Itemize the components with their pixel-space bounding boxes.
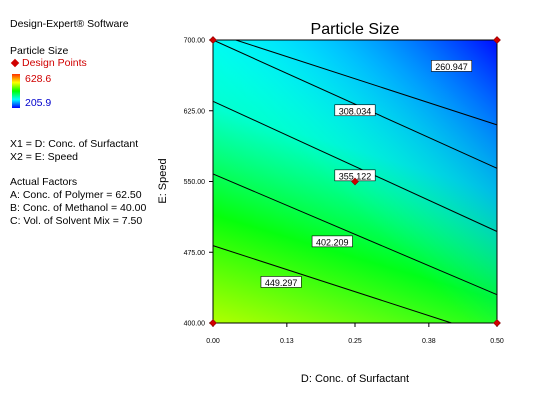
contour-label-4: 402.209 bbox=[316, 237, 349, 247]
contour-line-3 bbox=[212, 100, 498, 232]
design-point-5 bbox=[351, 177, 359, 186]
contour-label-1: 260.947 bbox=[435, 62, 468, 72]
contour-label-3: 355.122 bbox=[339, 171, 372, 181]
actual-factor-b: B: Conc. of Methanol = 40.00 bbox=[10, 202, 147, 214]
actual-factors-heading: Actual Factors bbox=[10, 176, 78, 188]
chart-title: Particle Size bbox=[311, 21, 400, 38]
design-point-1 bbox=[209, 319, 217, 327]
contour-lines bbox=[212, 39, 498, 324]
legend-min-value: 205.9 bbox=[25, 97, 52, 109]
contour-line-5 bbox=[212, 245, 452, 324]
factor-x2: X2 = E: Speed bbox=[10, 151, 79, 163]
design-point-3 bbox=[493, 319, 501, 327]
contour-label-2: 308.034 bbox=[339, 106, 372, 116]
color-scale-bar bbox=[12, 74, 20, 108]
contour-label-box-5 bbox=[260, 276, 302, 288]
x-tick-label: 0.00 bbox=[206, 338, 220, 345]
x-axis-label: D: Conc. of Surfactant bbox=[301, 373, 409, 385]
legend-response-title: Particle Size bbox=[10, 45, 69, 57]
contour-label-box-1 bbox=[431, 60, 473, 72]
design-points-label: Design Points bbox=[22, 57, 87, 69]
x-tick-label: 0.38 bbox=[422, 338, 436, 345]
y-tick-label: 625.00 bbox=[184, 108, 206, 115]
actual-factor-c: C: Vol. of Solvent Mix = 7.50 bbox=[10, 215, 143, 227]
contour-labels: 260.947 308.034 355.122 402.209 449.297 bbox=[260, 60, 473, 288]
contour-line-2 bbox=[212, 39, 498, 169]
x-tick-label: 0.50 bbox=[490, 338, 504, 345]
factor-x1: X1 = D: Conc. of Surfactant bbox=[10, 138, 139, 150]
design-point-2 bbox=[209, 36, 217, 44]
design-point-4 bbox=[493, 36, 501, 44]
design-points-legend: Design Points bbox=[10, 57, 87, 69]
contour-label-box-4 bbox=[311, 235, 353, 248]
contour-label-5: 449.297 bbox=[265, 278, 298, 288]
x-tick-label: 0.25 bbox=[348, 338, 362, 345]
y-tick-label: 700.00 bbox=[184, 38, 206, 45]
contour-line-4 bbox=[212, 173, 498, 296]
y-tick-label: 475.00 bbox=[184, 250, 206, 257]
legend-max-value: 628.6 bbox=[25, 73, 52, 85]
y-axis-label: E: Speed bbox=[157, 158, 169, 203]
contour-line-1 bbox=[235, 39, 498, 126]
design-points bbox=[209, 36, 501, 327]
x-tick-label: 0.13 bbox=[280, 338, 294, 345]
y-tick-label: 400.00 bbox=[184, 321, 206, 328]
app-title: Design-Expert® Software bbox=[10, 18, 129, 30]
actual-factor-a: A: Conc. of Polymer = 62.50 bbox=[10, 189, 142, 201]
contour-label-box-2 bbox=[334, 104, 376, 117]
y-tick-label: 550.00 bbox=[184, 179, 206, 186]
